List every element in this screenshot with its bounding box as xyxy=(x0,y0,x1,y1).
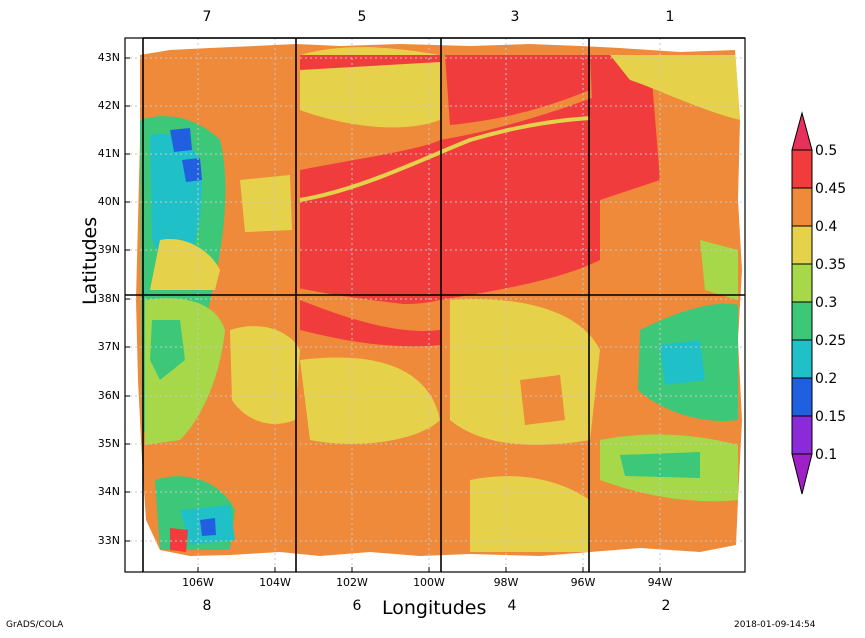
lon-tick-label: 94W xyxy=(647,576,673,589)
panel-number: 7 xyxy=(202,9,212,25)
colorbar-label: 0.5 xyxy=(815,143,838,159)
colorbar-segment xyxy=(791,263,813,303)
colorbar-label: 0.45 xyxy=(815,181,847,197)
lon-tick-label: 106W xyxy=(182,576,214,589)
colorbar-label: 0.4 xyxy=(815,219,838,235)
y-axis-title: Latitudes xyxy=(79,216,101,305)
colorbar-top-arrow xyxy=(791,111,813,151)
panel-number: 8 xyxy=(202,598,212,614)
colorbar-label: 0.15 xyxy=(815,409,847,425)
lat-tick-label: 43N xyxy=(97,51,120,64)
colorbar-label: 0.3 xyxy=(815,295,838,311)
soil-field xyxy=(136,44,742,556)
lat-tick-label: 35N xyxy=(97,437,120,450)
plot-frame xyxy=(124,37,746,573)
lat-tick-label: 41N xyxy=(97,147,120,160)
colorbar-label: 0.25 xyxy=(815,333,847,349)
colorbar-segment xyxy=(791,415,813,455)
lat-tick-label: 40N xyxy=(97,195,120,208)
footer-timestamp: 2018-01-09-14:54 xyxy=(734,620,816,630)
colorbar-segment xyxy=(791,301,813,341)
colorbar-segment xyxy=(791,149,813,189)
lat-tick-label: 36N xyxy=(97,389,120,402)
graticule xyxy=(125,38,745,572)
lat-tick-label: 38N xyxy=(97,292,120,305)
colorbar-label: 0.1 xyxy=(815,447,838,463)
panel-number: 3 xyxy=(510,9,520,25)
colorbar-label: 0.2 xyxy=(815,371,838,387)
lon-tick-label: 100W xyxy=(413,576,445,589)
colorbar-segment xyxy=(791,377,813,417)
lon-tick-label: 96W xyxy=(570,576,596,589)
lat-tick-label: 37N xyxy=(97,340,120,353)
colorbar-segment xyxy=(791,187,813,227)
lat-tick-label: 39N xyxy=(97,243,120,256)
panel-number: 2 xyxy=(661,598,671,614)
panel-number: 5 xyxy=(357,9,367,25)
x-axis-title: Longitudes xyxy=(382,597,487,619)
lat-tick-label: 33N xyxy=(97,534,120,547)
colorbar-segment xyxy=(791,225,813,265)
panel-number: 6 xyxy=(352,598,362,614)
lon-tick-label: 104W xyxy=(259,576,291,589)
footer-software: GrADS/COLA xyxy=(6,620,64,630)
colorbar-segment xyxy=(791,339,813,379)
lon-tick-label: 102W xyxy=(336,576,368,589)
lat-tick-label: 34N xyxy=(97,485,120,498)
panel-number: 4 xyxy=(507,598,517,614)
panel-number: 1 xyxy=(665,9,675,25)
colorbar xyxy=(791,111,813,495)
colorbar-label: 0.35 xyxy=(815,257,847,273)
lat-tick-label: 42N xyxy=(97,99,120,112)
tick-marks xyxy=(125,57,661,572)
lon-tick-label: 98W xyxy=(493,576,519,589)
colorbar-bottom-arrow xyxy=(791,453,813,495)
